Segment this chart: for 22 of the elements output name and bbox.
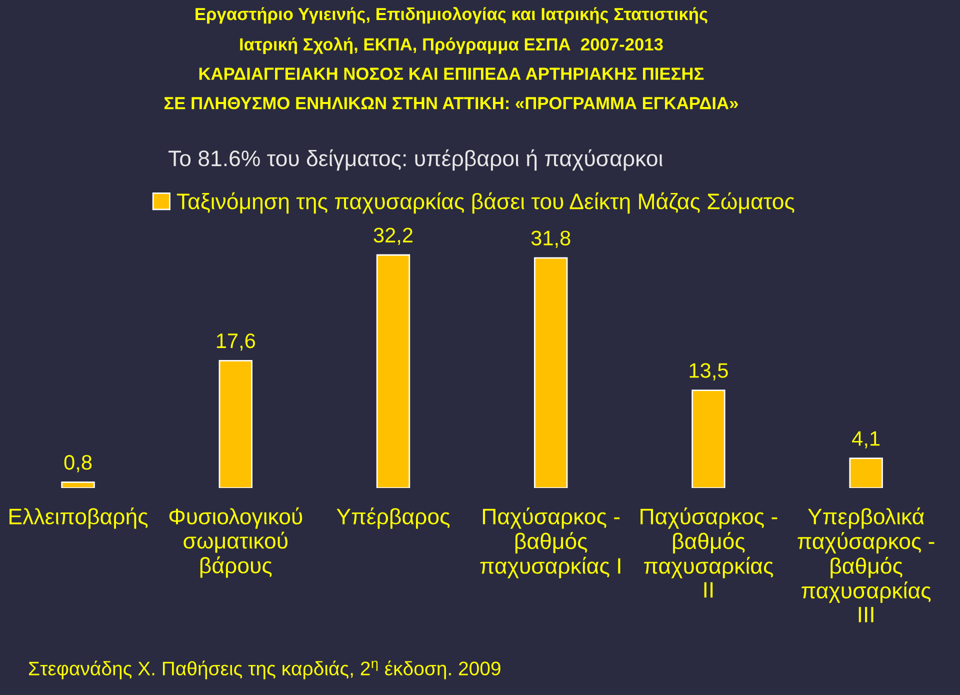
data-label: 31,8 xyxy=(531,230,570,248)
chart-subtitle: Το 81.6% του δείγματος: υπέρβαροι ή παχύσαρκοι xyxy=(168,149,663,171)
bar xyxy=(218,360,252,488)
data-label: 4,1 xyxy=(852,431,880,448)
x-tick-label: Παχύσαρκος - βαθμός παχυσαρκίας II xyxy=(640,507,778,598)
x-tick-label: Ελλειποβαρής xyxy=(10,507,148,529)
chart-title: Εργαστήριο Υγιεινής, Επιδημιολογίας και Ιατρικής Στατιστικής Ιατρική Σχολή, ΕΚΠΑ, Πρόγραμμα ΕΣΠΑ 2007-2013 ΚΑΡΔΙΑΓΓΕΙΑΚΗ ΝΟΣΟΣ ΚΑΙ ΕΠΙΠΕΔΑ ΑΡΤΗΡΙΑΚΗΣ ΠΙΕΣΗΣ ΣΕ ΠΛΗΘΥΣΜΟ ΕΝΗΛΙΚΩΝ ΣΤΗΝ ΑΤΤΙΚΗ: «ΠΡΟΓΡΑΜΜΑ ΕΓΚΑΡΔΙΑ» xyxy=(164,7,738,110)
legend-label: Ταξινόμηση της παχυσαρκίας βάσει του Δείκτη Μάζας Σώματος xyxy=(176,192,794,214)
data-label: 13,5 xyxy=(690,363,728,380)
bar xyxy=(61,482,95,488)
bar xyxy=(376,254,410,488)
bar xyxy=(534,257,568,488)
bar xyxy=(692,390,726,488)
x-tick-label: Υπερβολικά παχύσαρκος - βαθμός παχυσαρκίας III xyxy=(798,507,934,622)
data-label: 32,2 xyxy=(374,228,412,246)
x-tick-label: Υπέρβαρος xyxy=(336,507,450,529)
data-label: 0,8 xyxy=(64,455,92,472)
text: Στεφανάδης Χ. Παθήσεις της καρδιάς, 2$^{η}$ έκδοση. 2009 xyxy=(29,660,500,680)
data-label: 17,6 xyxy=(216,333,255,351)
bar xyxy=(849,458,883,488)
x-tick-label: Παχύσαρκος - βαθμός παχυσαρκίας I xyxy=(480,507,620,578)
x-tick-label: Φυσιολογικού σωματικού βάρους xyxy=(169,507,302,578)
